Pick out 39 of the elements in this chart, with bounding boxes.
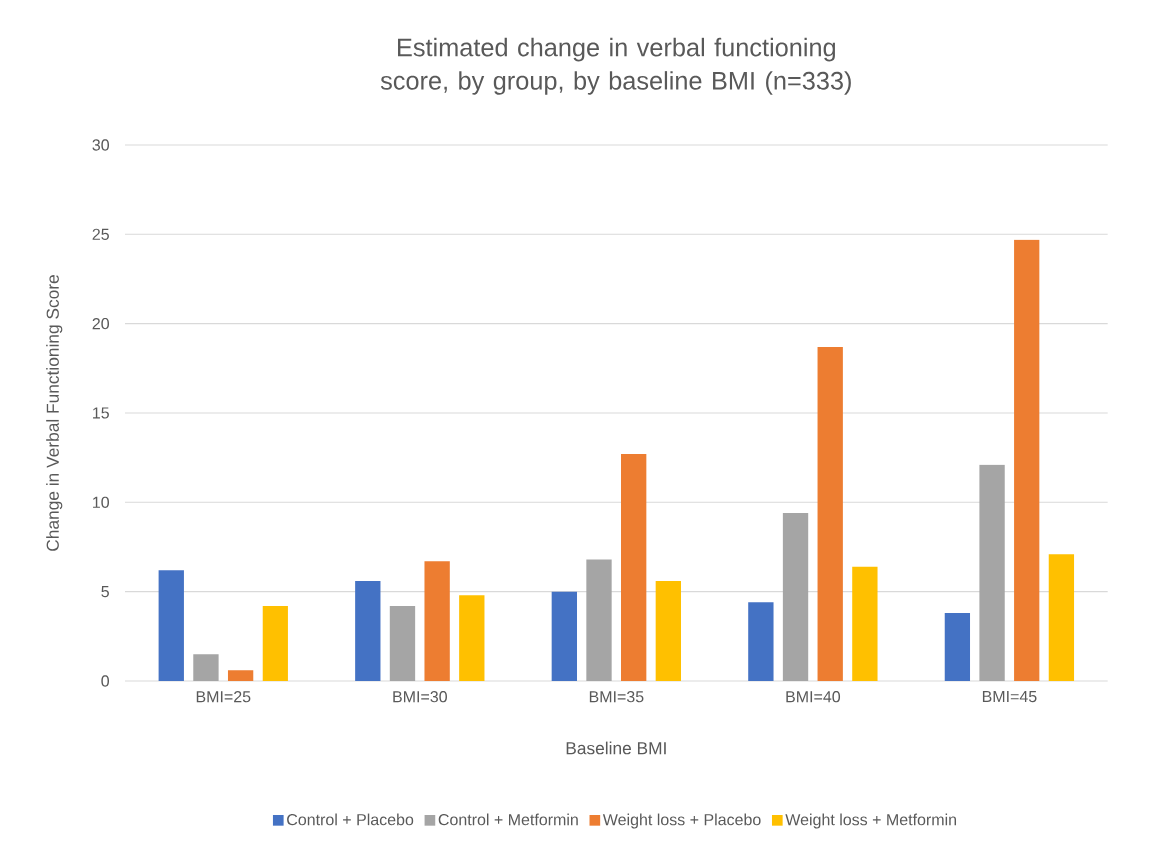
x-tick-label: BMI=30 [393,691,447,703]
bar [1014,239,1040,681]
bar [979,464,1005,681]
y-axis-title: Change in Verbal Functioning Score [46,275,63,551]
x-tick-label: BMI=45 [982,691,1037,703]
legend-label: Weight loss + Metformin [785,813,957,829]
x-tick-label: BMI=25 [196,691,251,703]
legend-label: Weight loss + Placebo [602,813,761,829]
y-tick-label: 20 [92,318,110,330]
y-tick-label: 15 [93,407,109,419]
x-tick-label: BMI=40 [786,691,841,703]
bar [158,570,184,681]
x-axis-title: Baseline BMI [566,741,666,755]
y-tick-label: 5 [101,586,109,598]
bar [944,613,971,681]
chart-title: Estimated change in verbal functioning score, by group, by baseline BMI (n=333) [380,37,851,95]
bar [193,654,219,681]
y-tick-label: 10 [93,496,110,508]
legend-label: Control + Placebo [287,813,414,826]
bar [424,561,450,681]
y-tick-label: 30 [92,139,110,151]
bar [748,602,774,681]
y-tick-label: 25 [92,228,109,240]
bar [817,346,843,681]
y-tick-label: 0 [101,675,110,687]
bar [389,605,416,681]
bar [459,595,485,681]
bar [655,580,682,681]
bar [355,580,381,681]
x-tick-label: BMI=35 [589,691,644,703]
bar [782,513,809,681]
bar [227,670,254,681]
legend-label: Control + Metformin [438,813,578,826]
bar [586,559,612,681]
bar [551,591,577,681]
bar [852,566,878,681]
bar [1048,554,1075,681]
bar [621,454,647,681]
bar [262,605,288,681]
